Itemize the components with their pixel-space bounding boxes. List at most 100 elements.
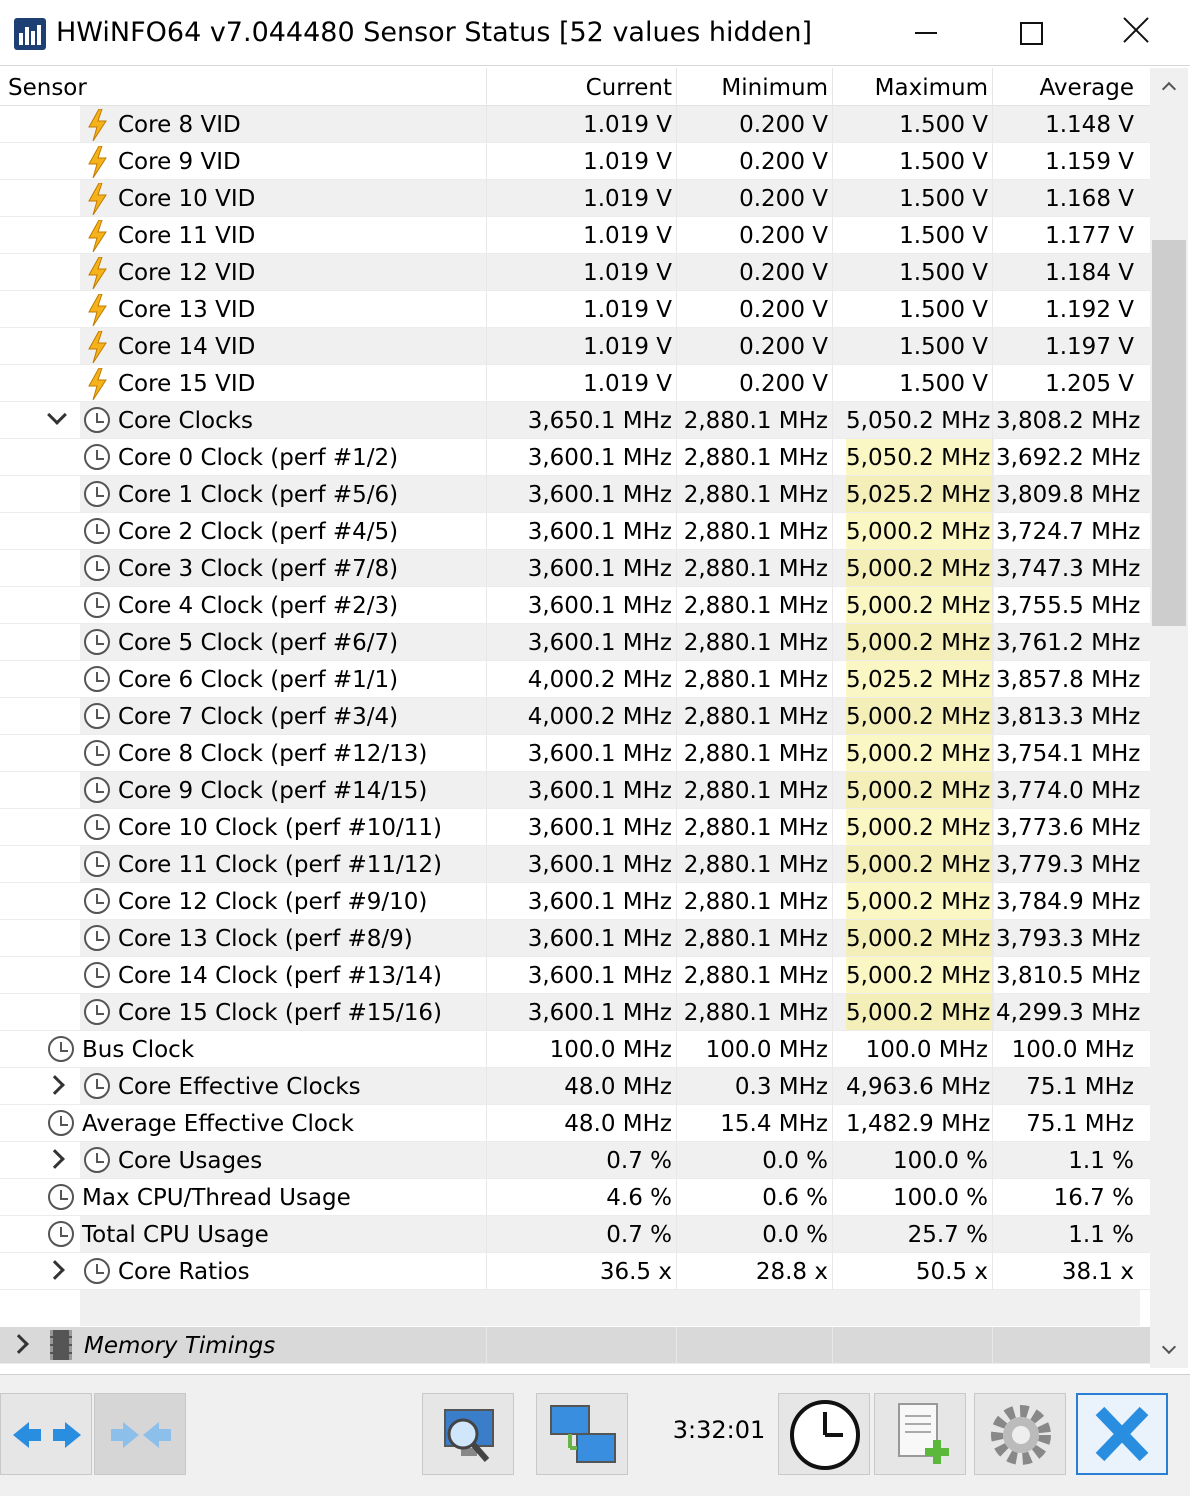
minimum-value: 0.200 V [739, 112, 828, 138]
table-row[interactable]: Bus Clock 100.0 MHz 100.0 MHz 100.0 MHz 100.… [0, 1031, 1150, 1068]
table-row[interactable]: Core 7 Clock (perf #3/4) 4,000.2 MHz 2,880… [0, 698, 1150, 735]
table-row[interactable]: Core 15 VID 1.019 V 0.200 V 1.500 V 1.205 V [0, 365, 1150, 402]
chevron-right-icon[interactable] [9, 1334, 29, 1354]
table-row[interactable]: Average Effective Clock 48.0 MHz 15.4 MHz 1… [0, 1105, 1150, 1142]
table-row[interactable]: Core 15 Clock (perf #15/16) 3,600.1 MHz 2,… [0, 994, 1150, 1031]
table-row[interactable]: Core 8 VID 1.019 V 0.200 V 1.500 V 1.148 V [0, 106, 1150, 143]
minimum-value: 2,880.1 MHz [683, 408, 828, 434]
table-row[interactable]: Core 14 VID 1.019 V 0.200 V 1.500 V 1.197 V [0, 328, 1150, 365]
table-row[interactable]: Core 3 Clock (perf #7/8) 3,600.1 MHz 2,880… [0, 550, 1150, 587]
scroll-down-button[interactable] [1150, 1332, 1188, 1368]
current-value: 3,600.1 MHz [527, 519, 672, 545]
title-bar: HWiNFO64 v7.044480 Sensor Status [52 val… [0, 0, 1190, 66]
hwinfo-app-icon [14, 18, 46, 50]
sensor-label: Core 14 VID [118, 334, 256, 360]
column-header-minimum[interactable]: Minimum [721, 75, 828, 101]
sensor-table[interactable]: Sensor Current Minimum Maximum Average C… [0, 68, 1150, 1368]
current-value: 1.019 V [583, 371, 672, 397]
expand-button[interactable] [0, 1393, 92, 1475]
table-row[interactable]: Core Usages 0.7 % 0.0 % 100.0 % 1.1 % [0, 1142, 1150, 1179]
sensor-label: Core 4 Clock (perf #2/3) [118, 593, 399, 619]
settings-button[interactable] [974, 1393, 1066, 1475]
clock-icon [84, 1258, 110, 1284]
vertical-scrollbar[interactable] [1150, 68, 1188, 1368]
table-row[interactable]: Core 10 Clock (perf #10/11) 3,600.1 MHz 2,… [0, 809, 1150, 846]
minimum-value: 2,880.1 MHz [683, 556, 828, 582]
table-row[interactable]: Core 13 Clock (perf #8/9) 3,600.1 MHz 2,88… [0, 920, 1150, 957]
table-row[interactable]: Core 12 VID 1.019 V 0.200 V 1.500 V 1.184 V [0, 254, 1150, 291]
max-highlight [846, 809, 994, 845]
bolt-icon [86, 293, 108, 327]
table-row[interactable]: Core 10 VID 1.019 V 0.200 V 1.500 V 1.168 V [0, 180, 1150, 217]
sensor-label: Core 15 Clock (perf #15/16) [118, 1000, 443, 1026]
maximum-value: 5,000.2 MHz [846, 519, 991, 545]
chevron-right-icon[interactable] [45, 1260, 65, 1280]
table-row[interactable]: Core 2 Clock (perf #4/5) 3,600.1 MHz 2,880… [0, 513, 1150, 550]
table-row[interactable]: Core 1 Clock (perf #5/6) 3,600.1 MHz 2,880… [0, 476, 1150, 513]
bolt-icon [86, 145, 108, 179]
average-value: 3,747.3 MHz [996, 556, 1141, 582]
current-value: 4.6 % [606, 1185, 672, 1211]
minimize-button[interactable] [876, 0, 976, 66]
table-row[interactable]: Core 4 Clock (perf #2/3) 3,600.1 MHz 2,880… [0, 587, 1150, 624]
maximum-value: 1,482.9 MHz [846, 1111, 991, 1137]
max-highlight [846, 587, 994, 623]
scroll-thumb[interactable] [1152, 240, 1186, 626]
network-monitors-button[interactable] [536, 1393, 628, 1475]
maximum-value: 5,000.2 MHz [846, 1000, 991, 1026]
clock-button[interactable] [778, 1393, 870, 1475]
maximize-button[interactable] [980, 0, 1080, 66]
minimum-value: 2,880.1 MHz [683, 778, 828, 804]
settings-gear-icon [991, 1405, 1051, 1465]
table-row[interactable]: Core 8 Clock (perf #12/13) 3,600.1 MHz 2,8… [0, 735, 1150, 772]
table-row[interactable]: Core 13 VID 1.019 V 0.200 V 1.500 V 1.192 V [0, 291, 1150, 328]
table-row[interactable]: Core 9 VID 1.019 V 0.200 V 1.500 V 1.159 V [0, 143, 1150, 180]
table-row[interactable]: Core 5 Clock (perf #6/7) 3,600.1 MHz 2,880… [0, 624, 1150, 661]
table-row[interactable]: Total CPU Usage 0.7 % 0.0 % 25.7 % 1.1 % [0, 1216, 1150, 1253]
sensor-label: Core 13 Clock (perf #8/9) [118, 926, 413, 952]
maximum-value: 5,050.2 MHz [846, 445, 991, 471]
average-value: 3,754.1 MHz [996, 741, 1141, 767]
maximum-value: 5,025.2 MHz [846, 482, 991, 508]
monitor-search-button[interactable] [422, 1393, 514, 1475]
maximum-value: 1.500 V [899, 297, 988, 323]
average-value: 3,857.8 MHz [996, 667, 1141, 693]
table-row[interactable]: Max CPU/Thread Usage 4.6 % 0.6 % 100.0 % 16.… [0, 1179, 1150, 1216]
scroll-up-button[interactable] [1150, 68, 1188, 104]
close-window-button[interactable] [1086, 0, 1186, 66]
clock-icon [84, 592, 110, 618]
average-value: 1.168 V [1045, 186, 1134, 212]
maximum-value: 5,000.2 MHz [846, 926, 991, 952]
column-header-current[interactable]: Current [585, 75, 672, 101]
table-row[interactable]: Core 9 Clock (perf #14/15) 3,600.1 MHz 2,8… [0, 772, 1150, 809]
minimum-value: 2,880.1 MHz [683, 926, 828, 952]
minimum-value: 0.0 % [762, 1148, 828, 1174]
table-row[interactable]: Core 12 Clock (perf #9/10) 3,600.1 MHz 2,8… [0, 883, 1150, 920]
current-value: 4,000.2 MHz [527, 667, 672, 693]
table-row[interactable]: Core 14 Clock (perf #13/14) 3,600.1 MHz 2,… [0, 957, 1150, 994]
memory-chip-icon [50, 1330, 72, 1360]
close-sensors-button[interactable] [1076, 1393, 1168, 1475]
table-row[interactable]: Core 11 VID 1.019 V 0.200 V 1.500 V 1.177 V [0, 217, 1150, 254]
column-header-maximum[interactable]: Maximum [874, 75, 988, 101]
clock-icon [84, 925, 110, 951]
maximum-value: 4,963.6 MHz [846, 1074, 991, 1100]
table-row[interactable]: Core Clocks 3,650.1 MHz 2,880.1 MHz 5,050.2… [0, 402, 1150, 439]
current-value: 48.0 MHz [564, 1111, 672, 1137]
sensor-label: Core 11 VID [118, 223, 256, 249]
table-row[interactable]: Core 11 Clock (perf #11/12) 3,600.1 MHz 2,… [0, 846, 1150, 883]
collapse-button[interactable] [94, 1393, 186, 1475]
average-value: 3,793.3 MHz [996, 926, 1141, 952]
table-row[interactable]: Core Ratios 36.5 x 28.8 x 50.5 x 38.1 x [0, 1253, 1150, 1290]
group-row-memory-timings[interactable]: Memory Timings [0, 1327, 1150, 1364]
column-header-average[interactable]: Average [1039, 75, 1134, 101]
sensor-label: Core 0 Clock (perf #1/2) [118, 445, 399, 471]
current-value: 3,600.1 MHz [527, 963, 672, 989]
add-report-button[interactable] [874, 1393, 966, 1475]
table-row[interactable]: Core 0 Clock (perf #1/2) 3,600.1 MHz 2,880… [0, 439, 1150, 476]
table-row[interactable]: Core Effective Clocks 48.0 MHz 0.3 MHz 4,96… [0, 1068, 1150, 1105]
minimum-value: 0.200 V [739, 371, 828, 397]
table-row[interactable]: Core 6 Clock (perf #1/1) 4,000.2 MHz 2,880… [0, 661, 1150, 698]
average-value: 3,761.2 MHz [996, 630, 1141, 656]
column-header-sensor[interactable]: Sensor [8, 75, 87, 101]
